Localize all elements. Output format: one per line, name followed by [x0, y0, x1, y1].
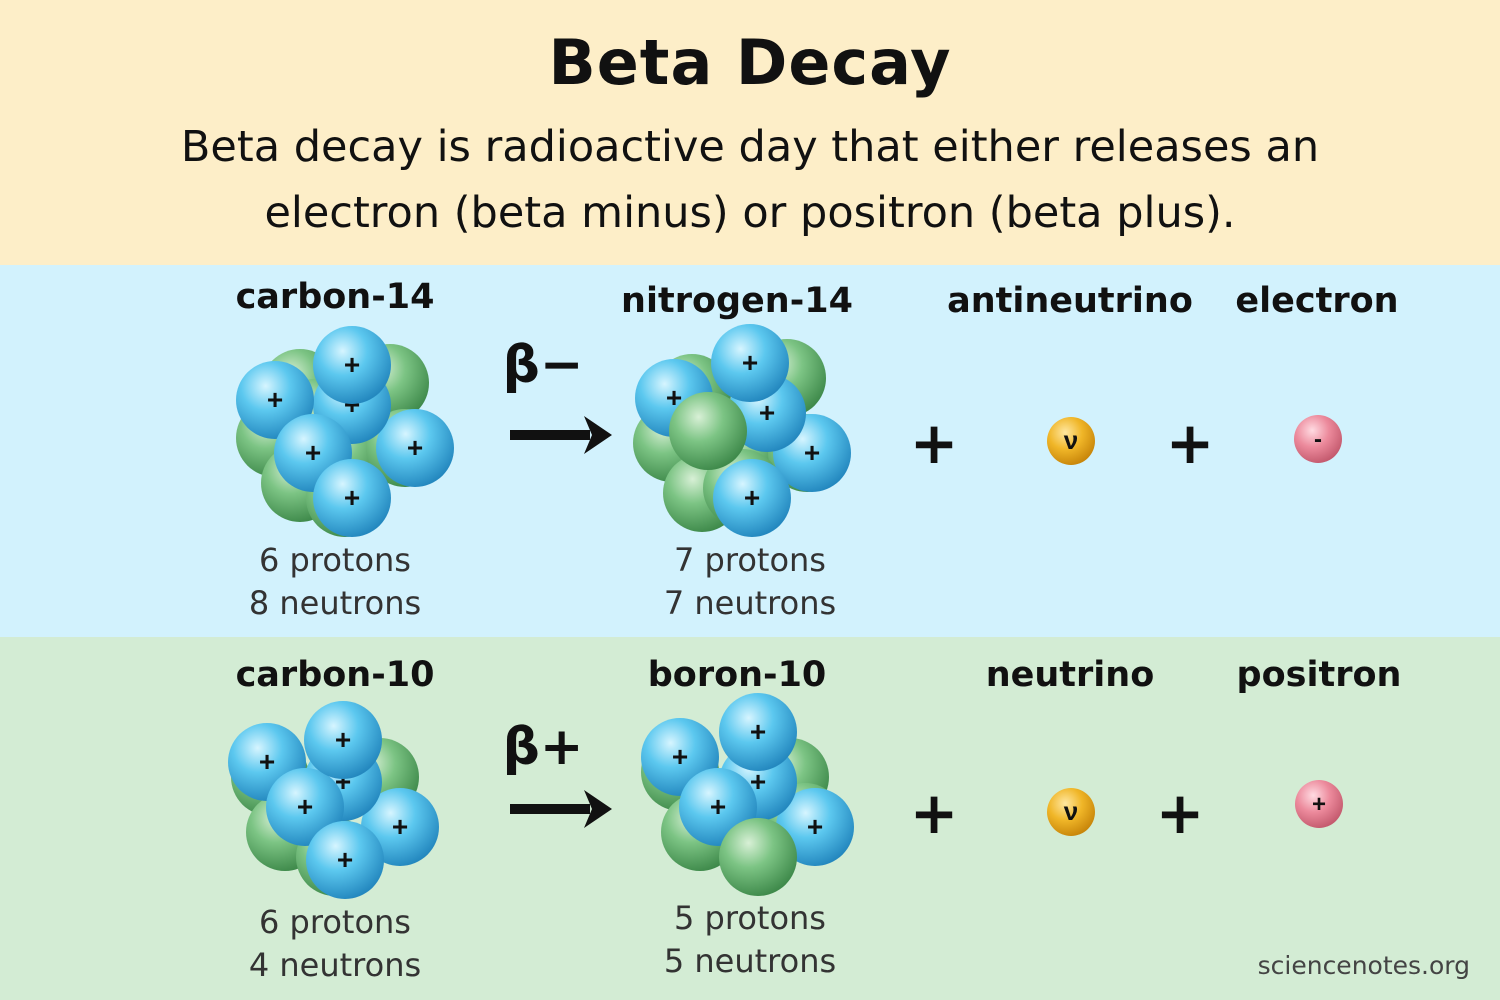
daughter-counts: 5 protons 5 neutrons	[664, 897, 836, 983]
positron-particle: +	[1295, 780, 1343, 828]
proton-charge-mark: +	[807, 811, 823, 842]
plus-operator: +	[1165, 409, 1215, 477]
proton	[713, 459, 791, 537]
proton-charge-mark: +	[344, 349, 360, 380]
charged-particle-label: electron	[1235, 281, 1399, 321]
proton-charge-mark: +	[750, 716, 766, 747]
carbon-14-nucleus: ++++++	[236, 326, 454, 537]
parent-label: carbon-14	[235, 277, 435, 317]
proton-charge-mark: +	[744, 482, 760, 513]
daughter-counts: 7 protons 7 neutrons	[664, 539, 836, 625]
neutrino-symbol: ν	[1064, 425, 1078, 455]
neutrino-particle: ν	[1047, 788, 1095, 836]
daughter-neutrons: 7 neutrons	[663, 584, 837, 622]
proton-charge-mark: +	[407, 432, 423, 463]
parent-neutrons: 4 neutrons	[248, 946, 422, 984]
neutral-particle-label: neutrino	[985, 655, 1155, 695]
parent-counts: 6 protons 8 neutrons	[249, 539, 421, 625]
parent-neutrons: 8 neutrons	[248, 584, 422, 622]
plus-operator: +	[1155, 779, 1205, 847]
parent-label: carbon-10	[235, 655, 435, 695]
daughter-label: nitrogen-14	[621, 281, 853, 321]
page-title: Beta Decay	[548, 26, 952, 99]
daughter-neutrons: 5 neutrons	[663, 942, 837, 980]
proton-charge-mark: +	[297, 791, 313, 822]
proton-charge-mark: +	[804, 437, 820, 468]
carbon-10-nucleus: ++++++	[228, 701, 439, 899]
charged-particle-label: positron	[1236, 655, 1402, 695]
beta-minus-symbol: β−	[502, 335, 584, 395]
parent-counts: 6 protons 4 neutrons	[249, 901, 421, 987]
proton-charge-mark: +	[335, 724, 351, 755]
beta-plus-row: carbon-10 + + + + + + 6 protons 4 neutrons β+…	[0, 637, 1500, 1000]
positron-symbol: +	[1312, 791, 1326, 818]
proton-charge-mark: +	[750, 766, 766, 797]
plus-operator: +	[909, 409, 959, 477]
neutrino-symbol: ν	[1064, 796, 1078, 826]
proton	[711, 324, 789, 402]
reaction-arrow-icon	[510, 790, 612, 828]
proton	[306, 821, 384, 899]
nitrogen-14-nucleus: +++++	[633, 324, 851, 537]
proton-charge-mark: +	[710, 791, 726, 822]
parent-protons: 6 protons	[259, 903, 411, 941]
beta-minus-row: carbon-14 + + + + + + 6 protons 8 neutrons β−…	[0, 265, 1500, 637]
proton-charge-mark: +	[267, 384, 283, 415]
plus-operator: +	[909, 779, 959, 847]
proton-charge-mark: +	[337, 844, 353, 875]
neutron	[669, 392, 747, 470]
source-credit: sciencenotes.org	[1257, 951, 1470, 980]
proton	[313, 459, 391, 537]
page-subtitle: Beta decay is radioactive day that eithe…	[180, 122, 1320, 238]
electron-symbol: -	[1314, 426, 1322, 453]
neutral-particle-label: antineutrino	[947, 281, 1193, 321]
reaction-arrow-icon	[510, 416, 612, 454]
header-band: Beta Decay Beta decay is radioactive day…	[0, 0, 1500, 265]
proton-charge-mark: +	[305, 437, 321, 468]
proton-charge-mark: +	[259, 746, 275, 777]
beta-plus-symbol: β+	[502, 717, 584, 777]
proton-charge-mark: +	[742, 347, 758, 378]
proton	[266, 768, 344, 846]
electron-particle: -	[1294, 415, 1342, 463]
proton	[376, 409, 454, 487]
proton-charge-mark: +	[392, 811, 408, 842]
proton-charge-mark: +	[344, 482, 360, 513]
proton-charge-mark: +	[672, 741, 688, 772]
parent-protons: 6 protons	[259, 541, 411, 579]
proton	[304, 701, 382, 779]
neutron	[719, 818, 797, 896]
daughter-label: boron-10	[647, 655, 827, 695]
antineutrino-particle: ν	[1047, 417, 1095, 465]
proton	[313, 326, 391, 404]
boron-10-nucleus: + + + + +	[641, 693, 854, 896]
daughter-protons: 7 protons	[674, 541, 826, 579]
proton-charge-mark: +	[759, 397, 775, 428]
proton-charge-mark: +	[666, 382, 682, 413]
proton	[719, 693, 797, 771]
daughter-protons: 5 protons	[674, 899, 826, 937]
